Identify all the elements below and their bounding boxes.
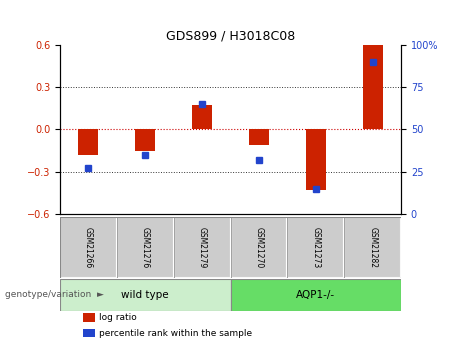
Bar	[344, 217, 401, 278]
Text: AQP1-/-: AQP1-/-	[296, 290, 335, 300]
Text: genotype/variation  ►: genotype/variation ►	[5, 290, 103, 299]
Text: GSM21266: GSM21266	[84, 227, 93, 268]
Text: GSM21279: GSM21279	[198, 227, 207, 268]
Text: GSM21276: GSM21276	[141, 227, 150, 268]
Bar	[306, 129, 326, 190]
Text: GSM21273: GSM21273	[311, 227, 320, 268]
Text: percentile rank within the sample: percentile rank within the sample	[99, 329, 252, 338]
Bar	[249, 129, 269, 145]
Title: GDS899 / H3018C08: GDS899 / H3018C08	[166, 29, 295, 42]
Text: log ratio: log ratio	[99, 313, 137, 322]
Bar	[230, 217, 287, 278]
Bar	[287, 217, 344, 278]
Bar	[60, 279, 230, 311]
Bar	[363, 45, 383, 129]
Bar	[78, 129, 98, 155]
Bar	[135, 129, 155, 150]
Bar	[230, 279, 401, 311]
Text: GSM21282: GSM21282	[368, 227, 377, 268]
Text: GSM21270: GSM21270	[254, 227, 263, 268]
Bar	[117, 217, 174, 278]
Bar	[174, 217, 230, 278]
Bar	[192, 106, 212, 129]
Text: wild type: wild type	[121, 290, 169, 300]
Bar	[60, 217, 117, 278]
